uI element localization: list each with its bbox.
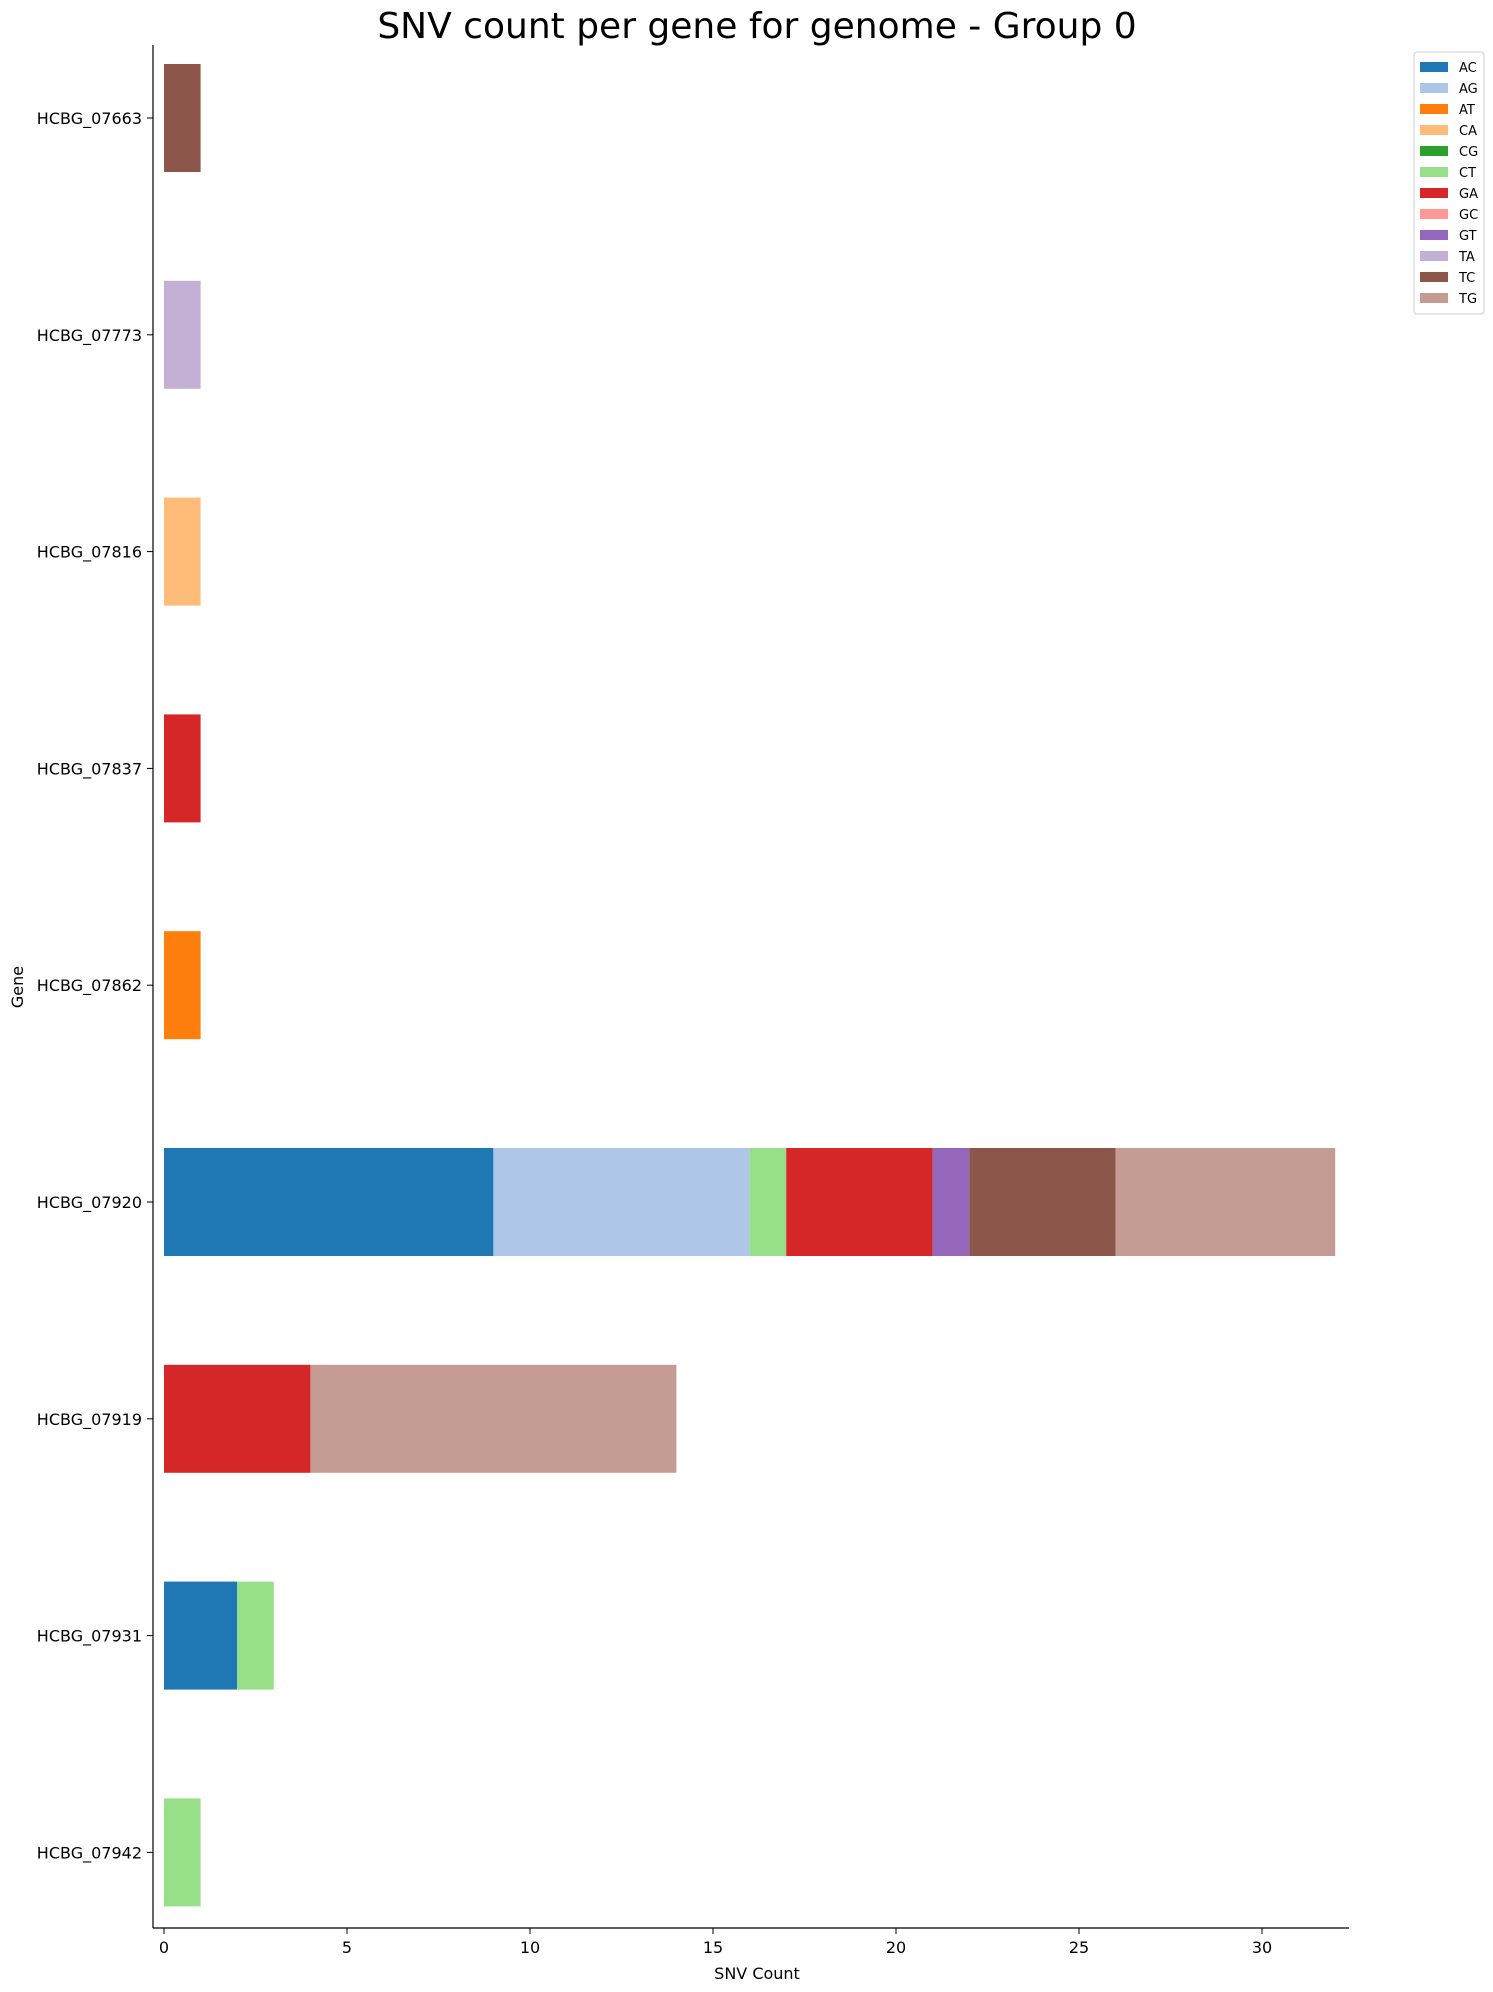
y-tick-label: HCBG_07920	[37, 1193, 142, 1213]
y-tick-label: HCBG_07816	[37, 543, 142, 563]
bar-HCBG_07920-TG	[1115, 1148, 1336, 1256]
bar-HCBG_07862-AT	[164, 931, 201, 1040]
bar-HCBG_07942-CT	[164, 1798, 201, 1907]
legend-label-CT: CT	[1459, 166, 1476, 181]
legend-label-CA: CA	[1459, 124, 1477, 139]
bar-HCBG_07920-AC	[164, 1148, 494, 1256]
legend-label-GC: GC	[1459, 208, 1478, 223]
legend-label-TG: TG	[1458, 292, 1477, 307]
legend-label-AT: AT	[1459, 103, 1475, 118]
bar-HCBG_07919-GA	[164, 1364, 311, 1473]
y-axis-label: Gene	[8, 966, 27, 1008]
legend-swatch-GT	[1420, 230, 1448, 240]
bar-HCBG_07920-CT	[749, 1148, 787, 1256]
x-tick-label: 15	[703, 1938, 723, 1957]
legend-frame	[1413, 51, 1485, 315]
y-tick-label: HCBG_07663	[37, 109, 142, 129]
x-ticks-layer: 0 5 10 15 20 25 30	[159, 1928, 1272, 1957]
legend-label-GA: GA	[1459, 187, 1478, 202]
y-tick-label: HCBG_07837	[37, 759, 142, 779]
x-tick-label: 5	[342, 1938, 352, 1957]
x-tick-label: 25	[1069, 1938, 1089, 1957]
chart-title: SNV count per gene for genome - Group 0	[377, 6, 1136, 47]
legend-label-AC: AC	[1459, 61, 1477, 76]
bars-layer	[164, 64, 1336, 1907]
y-tick-label: HCBG_07862	[37, 976, 142, 996]
x-tick-label: 20	[886, 1938, 906, 1957]
bar-HCBG_07663-TC	[164, 64, 201, 172]
legend-swatch-TG	[1420, 293, 1448, 303]
bar-HCBG_07816-CA	[164, 497, 201, 606]
x-tick-label: 10	[520, 1938, 540, 1957]
legend-label-TC: TC	[1458, 271, 1475, 286]
bar-HCBG_07773-TA	[164, 280, 201, 389]
y-ticks-layer: HCBG_07663 HCBG_07773 HCBG_07816 HCBG_07837…	[37, 109, 153, 1863]
legend-swatch-TA	[1420, 251, 1448, 261]
bar-HCBG_07920-AG	[493, 1148, 750, 1256]
legend-swatch-CA	[1420, 125, 1448, 135]
legend-swatch-AT	[1420, 104, 1448, 114]
legend-label-AG: AG	[1459, 82, 1478, 97]
y-tick-label: HCBG_07931	[37, 1627, 142, 1647]
x-tick-label: 0	[159, 1938, 169, 1957]
x-tick-label: 30	[1252, 1938, 1272, 1957]
bar-HCBG_07920-TC	[969, 1148, 1116, 1256]
y-tick-label: HCBG_07942	[37, 1843, 142, 1863]
y-tick-label: HCBG_07773	[37, 326, 142, 346]
legend-swatch-CT	[1420, 167, 1448, 177]
legend-swatch-AG	[1420, 83, 1448, 93]
legend-label-GT: GT	[1459, 229, 1477, 244]
axes-layer	[152, 45, 1349, 1929]
legend-swatch-CG	[1420, 146, 1448, 156]
legend-swatch-GC	[1420, 209, 1448, 219]
bar-HCBG_07920-GT	[932, 1148, 970, 1256]
y-tick-label: HCBG_07919	[37, 1410, 142, 1430]
legend: AC AG AT CA CG CT GA GC GT TA TC TG	[1413, 51, 1485, 315]
legend-swatch-AC	[1420, 62, 1448, 72]
bar-HCBG_07837-GA	[164, 714, 201, 823]
legend-swatch-TC	[1420, 272, 1448, 282]
legend-swatch-GA	[1420, 188, 1448, 198]
x-axis-label: SNV Count	[714, 1964, 800, 1983]
bar-HCBG_07920-GA	[786, 1148, 933, 1256]
legend-label-CG: CG	[1459, 145, 1478, 160]
bar-HCBG_07931-CT	[237, 1581, 274, 1690]
bar-HCBG_07931-AC	[164, 1581, 238, 1690]
bar-HCBG_07919-TG	[310, 1364, 677, 1473]
legend-label-TA: TA	[1458, 250, 1475, 265]
